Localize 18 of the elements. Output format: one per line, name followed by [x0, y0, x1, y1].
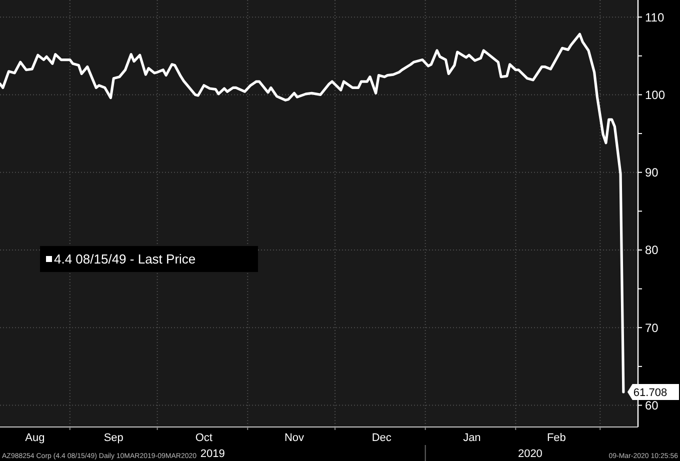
- x-tick-label: Aug: [25, 432, 45, 444]
- y-tick-label: 100: [645, 88, 666, 102]
- x-tick-label: Oct: [195, 432, 212, 444]
- y-tick-label: 90: [645, 166, 659, 180]
- y-tick-label: 110: [645, 10, 664, 24]
- line-series: [0, 32, 625, 394]
- legend-label: 4.4 08/15/49 - Last Price: [54, 252, 196, 267]
- x-tick-label: Jan: [463, 432, 481, 444]
- x-tick-label: Sep: [104, 432, 124, 444]
- y-tick-label: 70: [645, 320, 659, 335]
- x-tick-label: Feb: [546, 432, 566, 444]
- x-tick-label: Nov: [284, 432, 305, 444]
- y-tick-label: 60: [645, 398, 659, 412]
- data-label: 61.708: [633, 386, 668, 399]
- x2-tick-label: 2019: [200, 448, 225, 460]
- x2-tick-label: 2020: [518, 448, 542, 460]
- x-tick-label: Dec: [372, 432, 392, 444]
- y-tick-label: 80: [645, 243, 659, 258]
